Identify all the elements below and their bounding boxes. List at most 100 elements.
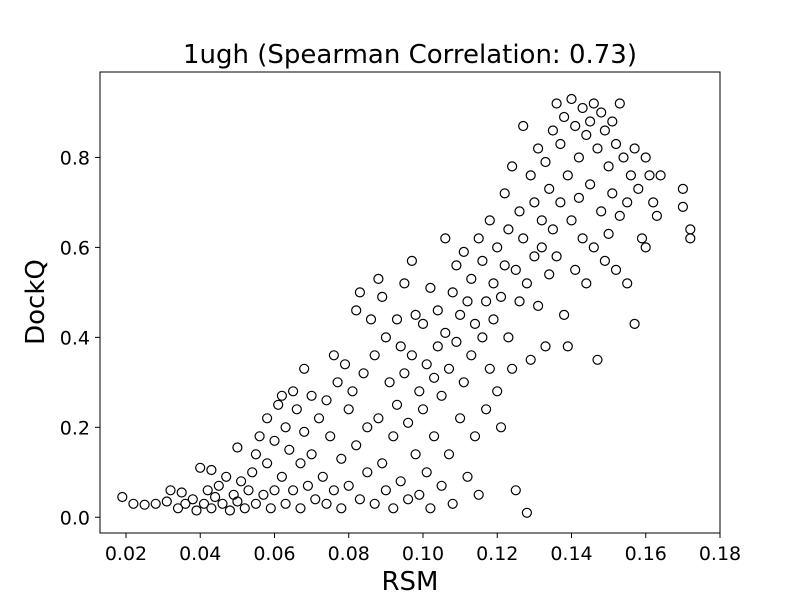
- data-point: [332, 377, 343, 388]
- data-point: [429, 372, 440, 383]
- data-point: [373, 273, 384, 284]
- data-point: [180, 498, 191, 509]
- data-point: [584, 116, 596, 127]
- data-point: [525, 354, 536, 365]
- data-point: [610, 264, 622, 275]
- data-point: [406, 350, 417, 361]
- x-tick-label: 0.02: [105, 543, 147, 565]
- data-point: [369, 350, 380, 361]
- data-point: [640, 242, 651, 253]
- data-point: [339, 359, 351, 370]
- data-point: [536, 215, 547, 226]
- x-tick-label: 0.06: [253, 543, 295, 565]
- chart-title: 1ugh (Spearman Correlation: 0.73): [183, 40, 637, 70]
- data-point: [547, 125, 559, 136]
- data-point: [276, 390, 287, 401]
- data-point: [313, 413, 325, 424]
- data-point: [403, 417, 414, 428]
- data-point: [139, 499, 150, 510]
- data-point: [328, 350, 339, 361]
- data-point: [321, 395, 332, 406]
- data-point: [128, 498, 139, 509]
- data-point: [562, 170, 573, 181]
- data-point: [518, 233, 529, 244]
- data-point: [258, 489, 269, 500]
- data-point: [529, 197, 540, 208]
- data-point: [495, 422, 507, 433]
- data-point: [610, 138, 622, 150]
- data-point: [250, 498, 261, 509]
- data-point: [499, 188, 510, 199]
- x-tick-label: 0.12: [476, 543, 518, 565]
- data-point: [592, 354, 603, 365]
- data-point: [395, 476, 406, 487]
- data-point: [584, 179, 596, 190]
- data-point: [514, 206, 525, 217]
- data-point: [369, 498, 380, 509]
- data-point: [566, 93, 577, 105]
- data-point: [191, 505, 202, 516]
- data-point: [243, 485, 254, 496]
- data-point: [481, 404, 492, 415]
- y-tick-label: 0.0: [60, 507, 90, 529]
- data-point: [677, 201, 689, 212]
- data-point: [544, 183, 555, 194]
- data-point: [284, 444, 295, 455]
- x-tick-label: 0.16: [625, 543, 667, 565]
- data-point: [592, 143, 603, 154]
- x-axis: 0.02 0.04 0.06 0.08 0.10 0.12 0.14 0.16 0.18: [105, 533, 741, 565]
- data-point: [655, 170, 666, 181]
- data-point: [473, 489, 484, 500]
- data-point: [224, 505, 235, 516]
- data-point: [165, 485, 176, 496]
- data-point: [532, 143, 544, 154]
- data-point: [302, 480, 313, 491]
- data-point: [403, 494, 414, 505]
- data-point: [588, 242, 599, 253]
- data-point: [495, 291, 507, 302]
- data-point: [466, 273, 477, 284]
- data-point: [551, 98, 562, 109]
- data-point: [288, 386, 299, 397]
- data-point: [536, 242, 547, 253]
- data-point: [547, 224, 559, 235]
- data-point: [510, 485, 521, 496]
- data-point: [570, 264, 581, 275]
- data-point: [596, 107, 607, 118]
- data-point: [447, 287, 458, 298]
- data-point: [343, 480, 354, 491]
- y-axis-label: DockQ: [21, 259, 51, 345]
- data-point: [588, 98, 599, 109]
- data-point: [195, 462, 206, 473]
- data-point: [213, 480, 224, 491]
- data-point: [484, 363, 495, 374]
- data-point: [202, 485, 213, 496]
- data-point: [232, 496, 243, 507]
- data-point: [473, 233, 484, 244]
- data-point: [481, 296, 492, 307]
- data-point: [280, 498, 291, 509]
- y-axis: 0.0 0.2 0.4 0.6 0.8: [60, 147, 100, 529]
- data-point: [410, 309, 421, 320]
- data-point: [210, 491, 221, 503]
- data-point: [477, 255, 488, 266]
- data-point: [484, 215, 495, 226]
- data-point: [377, 458, 388, 469]
- data-point: [506, 161, 518, 172]
- x-tick-label: 0.04: [179, 543, 221, 565]
- data-point: [503, 224, 514, 235]
- data-point: [269, 435, 280, 446]
- data-point: [518, 120, 529, 132]
- data-point: [488, 278, 499, 289]
- data-point: [436, 390, 447, 401]
- data-point: [607, 116, 618, 127]
- data-point: [221, 471, 232, 482]
- data-point: [365, 314, 377, 325]
- data-point: [614, 210, 625, 221]
- data-point: [347, 386, 358, 397]
- data-point: [443, 449, 455, 460]
- data-point: [458, 246, 469, 257]
- data-point: [351, 440, 362, 451]
- x-tick-label: 0.18: [699, 543, 741, 565]
- data-point: [198, 498, 210, 509]
